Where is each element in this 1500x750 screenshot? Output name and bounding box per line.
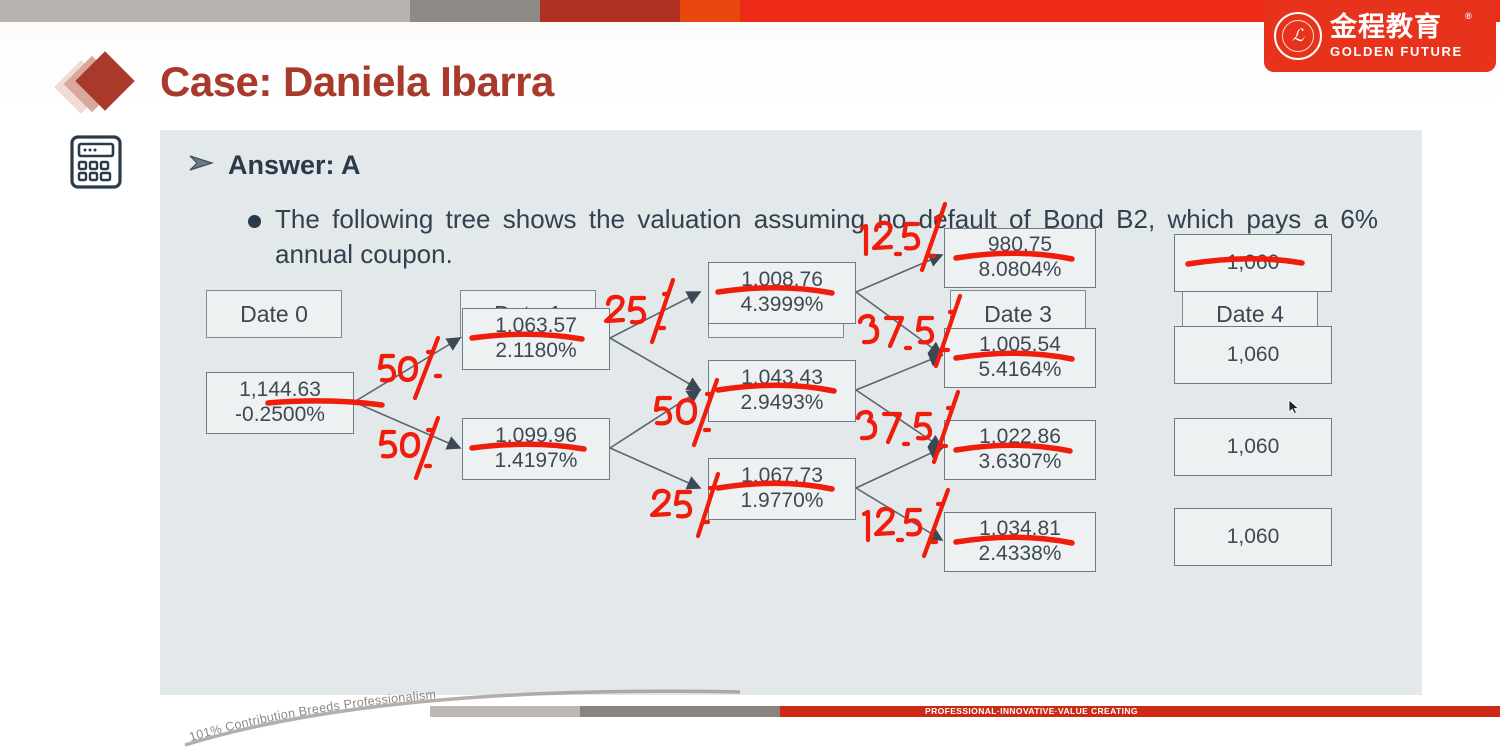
slide-header: Case: Daniela Ibarra bbox=[0, 22, 1500, 114]
segment-orange bbox=[680, 0, 740, 22]
date-header-0: Date 0 bbox=[206, 290, 342, 338]
annotation-50-down bbox=[378, 415, 441, 481]
tree-node-d4-0: 1,060 bbox=[1174, 234, 1332, 292]
node-value: 1,060 bbox=[1226, 434, 1280, 458]
diamond-logo-icon bbox=[54, 51, 135, 118]
tree-node-d4-3: 1,060 bbox=[1174, 508, 1332, 566]
node-value: 1,060 bbox=[1226, 250, 1280, 274]
footer-bars bbox=[430, 706, 1500, 717]
node-rate: -0.2500% bbox=[235, 403, 325, 426]
node-value: 1,034.81 bbox=[979, 517, 1061, 541]
node-rate: 5.4164% bbox=[978, 358, 1062, 381]
node-value: 1,067.73 bbox=[741, 464, 823, 488]
tree-node-d2-0: 1,008.76 4.3999% bbox=[708, 262, 856, 324]
node-value: 1,022.86 bbox=[979, 425, 1061, 449]
tree-node-d1-1: 1,099.96 1.4197% bbox=[462, 418, 610, 480]
node-value: 1,060 bbox=[1226, 524, 1280, 548]
footer-bar-red bbox=[780, 706, 1500, 717]
description-paragraph: The following tree shows the valuation a… bbox=[248, 202, 1378, 272]
node-value: 1,060 bbox=[1226, 342, 1280, 366]
node-rate: 1.4197% bbox=[494, 449, 578, 472]
calculator-icon bbox=[68, 134, 124, 190]
footer-bar-lightgray bbox=[430, 706, 580, 717]
brand-seal-icon: ℒ bbox=[1274, 12, 1322, 60]
tree-node-d2-1: 1,043.43 2.9493% bbox=[708, 360, 856, 422]
tree-node-d3-1: 1,005.54 5.4164% bbox=[944, 328, 1096, 388]
node-rate: 2.9493% bbox=[740, 391, 824, 414]
node-value: 1,005.54 bbox=[979, 333, 1061, 357]
description-text: The following tree shows the valuation a… bbox=[275, 204, 1378, 270]
brand-name-cn: 金程教育 ® bbox=[1330, 12, 1472, 42]
node-rate: 1.9770% bbox=[740, 489, 824, 512]
brand-name-en: GOLDEN FUTURE bbox=[1330, 44, 1463, 59]
mouse-cursor bbox=[1288, 399, 1300, 415]
node-value: 1,063.57 bbox=[495, 314, 577, 338]
segment-gray-light bbox=[0, 0, 410, 22]
tree-node-d2-2: 1,067.73 1.9770% bbox=[708, 458, 856, 520]
node-value: 1,099.96 bbox=[495, 424, 577, 448]
node-rate: 2.4338% bbox=[978, 542, 1062, 565]
node-value: 1,043.43 bbox=[741, 366, 823, 390]
tree-node-d3-2: 1,022.86 3.6307% bbox=[944, 420, 1096, 480]
tree-node-d1-0: 1,063.57 2.1180% bbox=[462, 308, 610, 370]
page-title: Case: Daniela Ibarra bbox=[160, 58, 554, 105]
footer-tagline: PROFESSIONAL·INNOVATIVE·VALUE CREATING bbox=[925, 706, 1138, 716]
registered-mark: ® bbox=[1465, 11, 1473, 21]
tree-node-d0-0: 1,144.63 -0.2500% bbox=[206, 372, 354, 434]
node-value: 980.75 bbox=[987, 233, 1053, 257]
tree-node-d3-3: 1,034.81 2.4338% bbox=[944, 512, 1096, 572]
segment-darkred bbox=[540, 0, 680, 22]
tree-node-d4-1: 1,060 bbox=[1174, 326, 1332, 384]
dot-bullet-icon bbox=[248, 215, 261, 228]
tree-node-d4-2: 1,060 bbox=[1174, 418, 1332, 476]
node-rate: 2.1180% bbox=[495, 339, 577, 362]
answer-label: Answer: A bbox=[228, 150, 361, 180]
top-color-bar bbox=[0, 0, 1500, 22]
footer-slogan-curve: 101% Contribution Breeds Professionalism bbox=[184, 687, 741, 747]
node-rate: 4.3999% bbox=[740, 293, 824, 316]
node-rate: 3.6307% bbox=[978, 450, 1062, 473]
annotation-12_5-d bbox=[861, 487, 951, 559]
tree-node-d3-0: 980.75 8.0804% bbox=[944, 228, 1096, 288]
node-rate: 8.0804% bbox=[978, 258, 1062, 281]
footer-bar-darkgray bbox=[580, 706, 780, 717]
brand-name-cn-text: 金程教育 bbox=[1330, 12, 1442, 42]
node-value: 1,144.63 bbox=[239, 378, 321, 402]
segment-gray-dark bbox=[410, 0, 540, 22]
content-panel: Answer: A The following tree shows the v… bbox=[160, 130, 1422, 695]
annotation-25-a bbox=[603, 277, 676, 345]
node-value: 1,008.76 bbox=[741, 268, 823, 292]
answer-line: Answer: A bbox=[188, 150, 361, 181]
annotation-37_5-c bbox=[855, 389, 961, 465]
annotation-50-up bbox=[377, 335, 443, 401]
brand-logo: ℒ 金程教育 ® GOLDEN FUTURE bbox=[1264, 0, 1496, 72]
brand-seal-glyph: ℒ bbox=[1282, 20, 1314, 52]
arrow-bullet-icon bbox=[189, 155, 214, 171]
